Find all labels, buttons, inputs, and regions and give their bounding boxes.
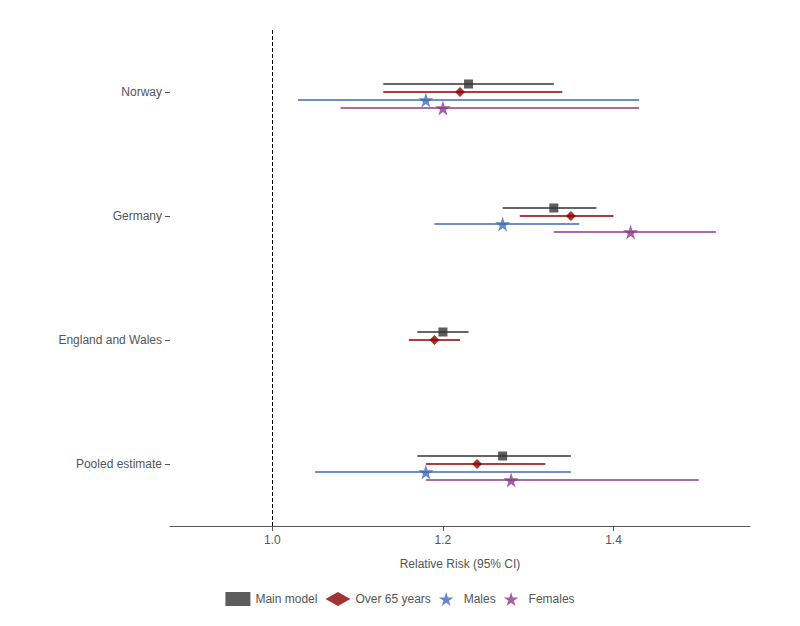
- svg-text:Males: Males: [464, 592, 496, 606]
- svg-text:1.0: 1.0: [264, 533, 281, 547]
- svg-text:Pooled estimate: Pooled estimate: [76, 457, 162, 471]
- svg-text:1.2: 1.2: [435, 533, 452, 547]
- svg-text:Over 65 years: Over 65 years: [355, 592, 430, 606]
- svg-text:Norway: Norway: [121, 85, 162, 99]
- svg-text:England and Wales: England and Wales: [58, 333, 162, 347]
- svg-text:Main model: Main model: [255, 592, 317, 606]
- svg-text:Females: Females: [529, 592, 575, 606]
- svg-text:Relative Risk (95% CI): Relative Risk (95% CI): [400, 557, 521, 571]
- svg-text:1.4: 1.4: [605, 533, 622, 547]
- svg-text:Germany: Germany: [113, 209, 162, 223]
